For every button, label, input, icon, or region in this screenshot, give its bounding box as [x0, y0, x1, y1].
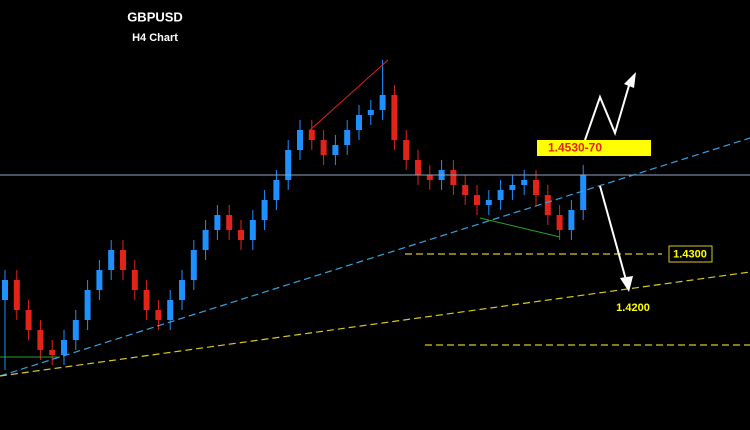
scenario-arrow	[584, 81, 631, 141]
candle-body	[72, 320, 79, 340]
candle-body	[96, 270, 103, 290]
candle-body	[450, 170, 457, 185]
candle-body	[167, 300, 174, 320]
chart-title: GBPUSD	[127, 9, 183, 24]
candle-body	[84, 290, 91, 320]
candle-body	[226, 215, 233, 230]
candle-body	[533, 180, 539, 195]
candle-body	[285, 150, 292, 180]
candle-body	[37, 330, 44, 350]
candle-body	[485, 200, 492, 205]
level-label: 1.4200	[616, 302, 650, 314]
candle-body	[509, 185, 516, 190]
candle-body	[521, 180, 528, 185]
candle-body	[61, 340, 67, 355]
candle-body	[238, 230, 244, 240]
trend-line	[0, 271, 750, 377]
candle-body	[155, 310, 162, 320]
candle-body	[332, 145, 339, 155]
candle-body	[261, 200, 268, 220]
level-label: 1.4300	[673, 248, 707, 260]
candle-body	[379, 95, 386, 110]
candle-body	[108, 250, 115, 270]
candle-body	[190, 250, 197, 280]
candle-body	[320, 140, 327, 155]
target-box	[537, 140, 651, 156]
candle-body	[25, 310, 32, 330]
trend-line	[0, 137, 750, 377]
candle-body	[426, 175, 433, 180]
scenario-arrow	[599, 185, 627, 281]
candle-body	[273, 180, 280, 200]
candle-body	[344, 130, 351, 145]
pattern-line	[309, 59, 389, 131]
candle-body	[356, 115, 362, 130]
candle-body	[202, 230, 209, 250]
target-label: 1.4530-70	[548, 141, 602, 155]
candle-body	[179, 280, 185, 300]
candle-body	[120, 250, 126, 270]
candle-body	[297, 130, 303, 150]
candle-body	[49, 350, 56, 355]
candle-body	[556, 215, 563, 230]
arrow-head	[620, 276, 633, 292]
candle-body	[249, 220, 256, 240]
pattern-line	[479, 217, 561, 238]
candle-body	[367, 110, 374, 115]
chart-subtitle: H4 Chart	[132, 32, 178, 44]
candle-body	[143, 290, 150, 310]
candle-body	[544, 195, 551, 215]
candle-body	[214, 215, 221, 230]
candle-body	[13, 280, 20, 310]
candle-body	[391, 95, 398, 140]
candle-body	[462, 185, 469, 195]
arrow-head	[624, 72, 636, 88]
candle-body	[308, 130, 315, 140]
candle-body	[403, 140, 410, 160]
candle-body	[2, 280, 8, 300]
candle-body	[131, 270, 138, 290]
candle-body	[580, 175, 587, 210]
candle-body	[568, 210, 575, 230]
candle-body	[415, 160, 421, 175]
candle-body	[497, 190, 504, 200]
level-box	[668, 245, 713, 263]
candle-body	[474, 195, 480, 205]
